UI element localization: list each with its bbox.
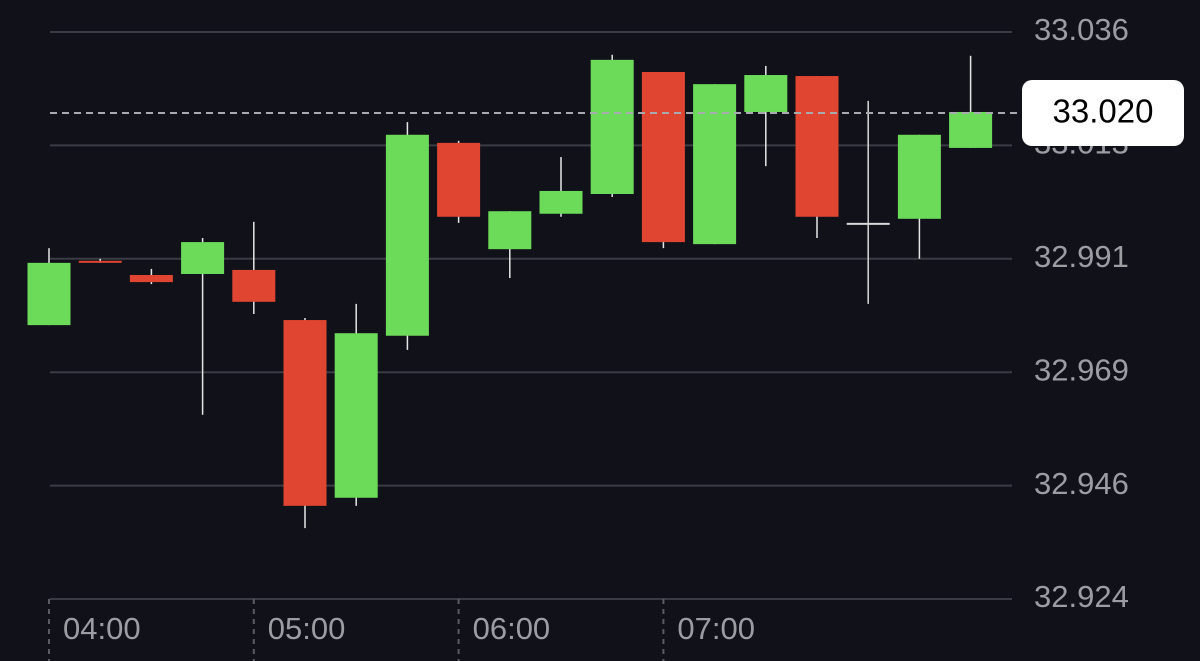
candle-body bbox=[949, 111, 993, 148]
candle-body bbox=[181, 242, 225, 274]
current-price-badge bbox=[1022, 80, 1184, 146]
candle-body bbox=[488, 211, 532, 250]
candle-body bbox=[897, 134, 941, 219]
y-tick-label: 32.969 bbox=[1034, 352, 1129, 387]
candle-body bbox=[795, 76, 839, 217]
y-tick-label: 32.991 bbox=[1034, 239, 1129, 274]
candle-body bbox=[437, 142, 481, 217]
x-tick-label: 07:00 bbox=[677, 611, 755, 646]
y-tick-label: 32.946 bbox=[1034, 466, 1129, 501]
x-tick-label: 04:00 bbox=[63, 611, 141, 646]
candle-body bbox=[334, 333, 378, 498]
candle-body bbox=[846, 222, 890, 225]
candle-body bbox=[590, 59, 634, 194]
candle-body bbox=[385, 134, 429, 336]
y-tick-label: 33.036 bbox=[1034, 12, 1129, 47]
candle-body bbox=[129, 275, 173, 283]
candle-body bbox=[641, 71, 685, 243]
candle-body bbox=[693, 84, 737, 245]
candle-body bbox=[283, 320, 327, 506]
candle-body bbox=[744, 75, 788, 112]
x-tick-label: 05:00 bbox=[268, 611, 346, 646]
current-price-label: 33.020 bbox=[1053, 93, 1154, 130]
candle-body bbox=[232, 269, 276, 302]
candle-body bbox=[539, 190, 583, 214]
x-tick-label: 06:00 bbox=[473, 611, 551, 646]
candle-body bbox=[27, 262, 71, 326]
y-tick-label: 32.924 bbox=[1034, 579, 1129, 614]
candle-body bbox=[78, 260, 122, 263]
